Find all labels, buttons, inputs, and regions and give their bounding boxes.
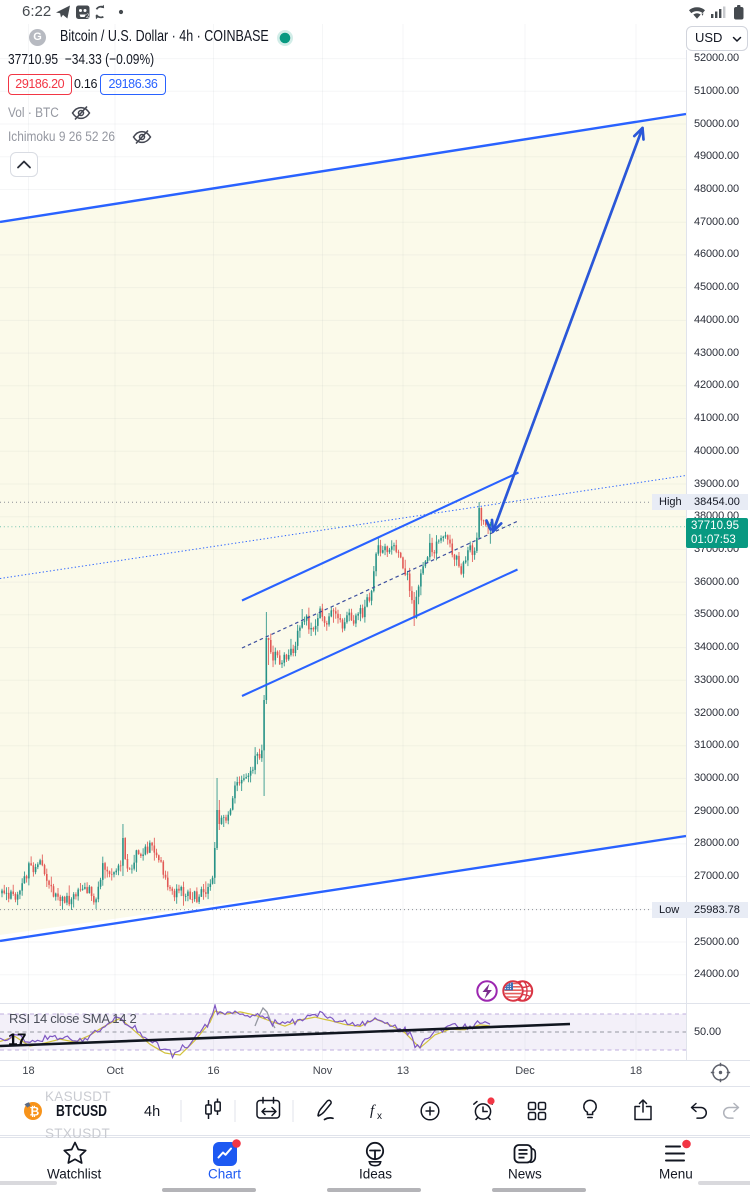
svg-text:Chart: Chart <box>208 1167 241 1182</box>
svg-text:f: f <box>370 1103 376 1119</box>
svg-text:News: News <box>508 1167 542 1182</box>
svg-text:Ideas: Ideas <box>359 1167 392 1182</box>
svg-text:Menu: Menu <box>659 1167 693 1182</box>
svg-text:2: 2 <box>86 14 90 20</box>
svg-text:x: x <box>377 1111 382 1122</box>
svg-text:Watchlist: Watchlist <box>47 1167 102 1182</box>
svg-text:₿: ₿ <box>30 1105 40 1119</box>
svg-text:17: 17 <box>8 1030 26 1049</box>
svg-text:BTCUSD: BTCUSD <box>56 1103 107 1120</box>
svg-text:4h: 4h <box>144 1104 160 1120</box>
